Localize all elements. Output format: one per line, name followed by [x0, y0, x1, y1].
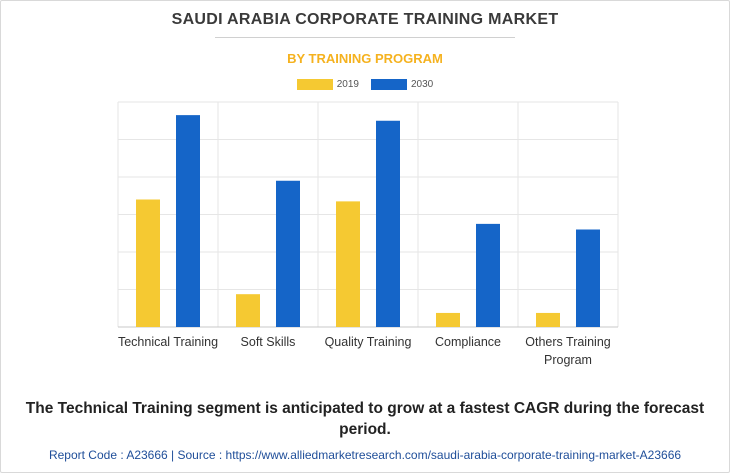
legend-label-2019: 2019: [336, 79, 359, 90]
bar-2019-compliance: [436, 312, 460, 327]
chart-subtitle: BY TRAINING PROGRAM: [287, 51, 443, 66]
chart-title: SAUDI ARABIA CORPORATE TRAINING MARKET: [171, 11, 559, 28]
x-tick-label: Quality Training: [325, 335, 412, 349]
bar-2030-compliance: [476, 223, 500, 327]
bar-2030-others-training-program: [576, 229, 600, 327]
chart-legend: 2019 2030: [0, 79, 730, 90]
x-tick-label: Compliance: [435, 335, 501, 349]
legend-item-2019: 2019: [296, 79, 359, 90]
legend-item-2030: 2030: [371, 79, 433, 90]
x-tick-label: Others Training Program: [525, 335, 611, 367]
bar-2030-soft-skills: [276, 180, 300, 327]
title-divider: [215, 37, 515, 38]
x-tick-label: Technical Training: [118, 335, 218, 349]
legend-label-2030: 2030: [411, 79, 434, 90]
footer-note: The Technical Training segment is antici…: [25, 400, 705, 438]
x-tick-label: Soft Skills: [241, 335, 296, 349]
footer-source: Report Code : A23666 | Source : https://…: [48, 448, 682, 462]
legend-swatch-2030: [371, 79, 407, 90]
bar-2019-soft-skills: [236, 294, 260, 327]
bar-2019-quality-training: [336, 201, 360, 327]
bar-2030-quality-training: [376, 120, 400, 327]
legend-swatch-2019: [296, 79, 333, 90]
bar-2019-technical-training: [136, 199, 160, 327]
bar-2030-technical-training: [176, 115, 200, 327]
bar-2019-others-training-program: [536, 312, 560, 327]
bar-chart: Technical Training Soft Skills Quality Tra…: [117, 101, 619, 367]
